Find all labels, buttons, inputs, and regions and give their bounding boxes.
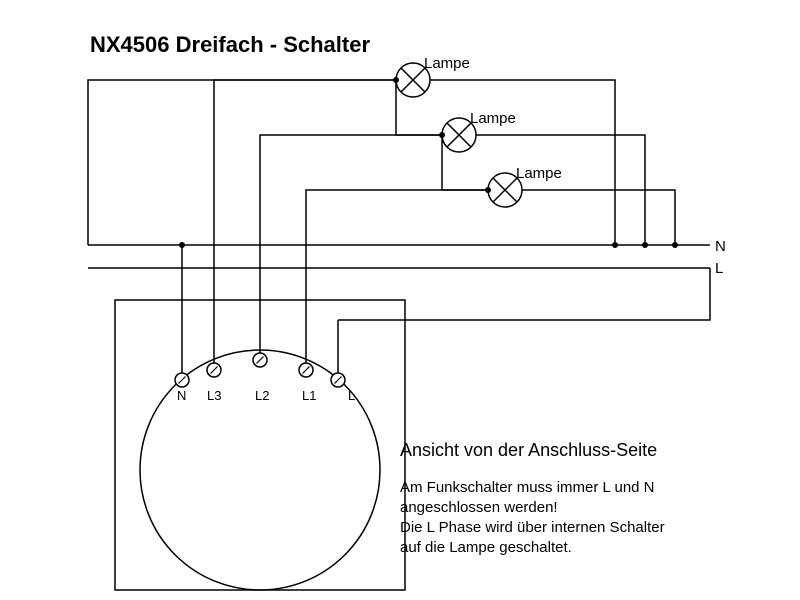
l-line-label: L <box>715 260 723 277</box>
diagram-canvas: NX4506 Dreifach - Schalter Lampe Lampe L… <box>0 0 800 600</box>
lamp1-label: Lampe <box>424 55 470 72</box>
page-title: NX4506 Dreifach - Schalter <box>90 32 370 58</box>
terminal-l3-label: L3 <box>207 388 221 403</box>
lamp3-label: Lampe <box>516 165 562 182</box>
terminal-l-label: L <box>348 388 355 403</box>
description-line1: Am Funkschalter muss immer L und N <box>400 478 655 498</box>
description-line4: auf die Lampe geschaltet. <box>400 538 572 558</box>
terminal-n-label: N <box>177 388 186 403</box>
description-heading: Ansicht von der Anschluss-Seite <box>400 440 657 461</box>
lamp2-label: Lampe <box>470 110 516 127</box>
terminal-l2-label: L2 <box>255 388 269 403</box>
n-line-label: N <box>715 238 726 255</box>
description-line2: angeschlossen werden! <box>400 498 558 518</box>
terminal-l1-label: L1 <box>302 388 316 403</box>
description-line3: Die L Phase wird über internen Schalter <box>400 518 665 538</box>
